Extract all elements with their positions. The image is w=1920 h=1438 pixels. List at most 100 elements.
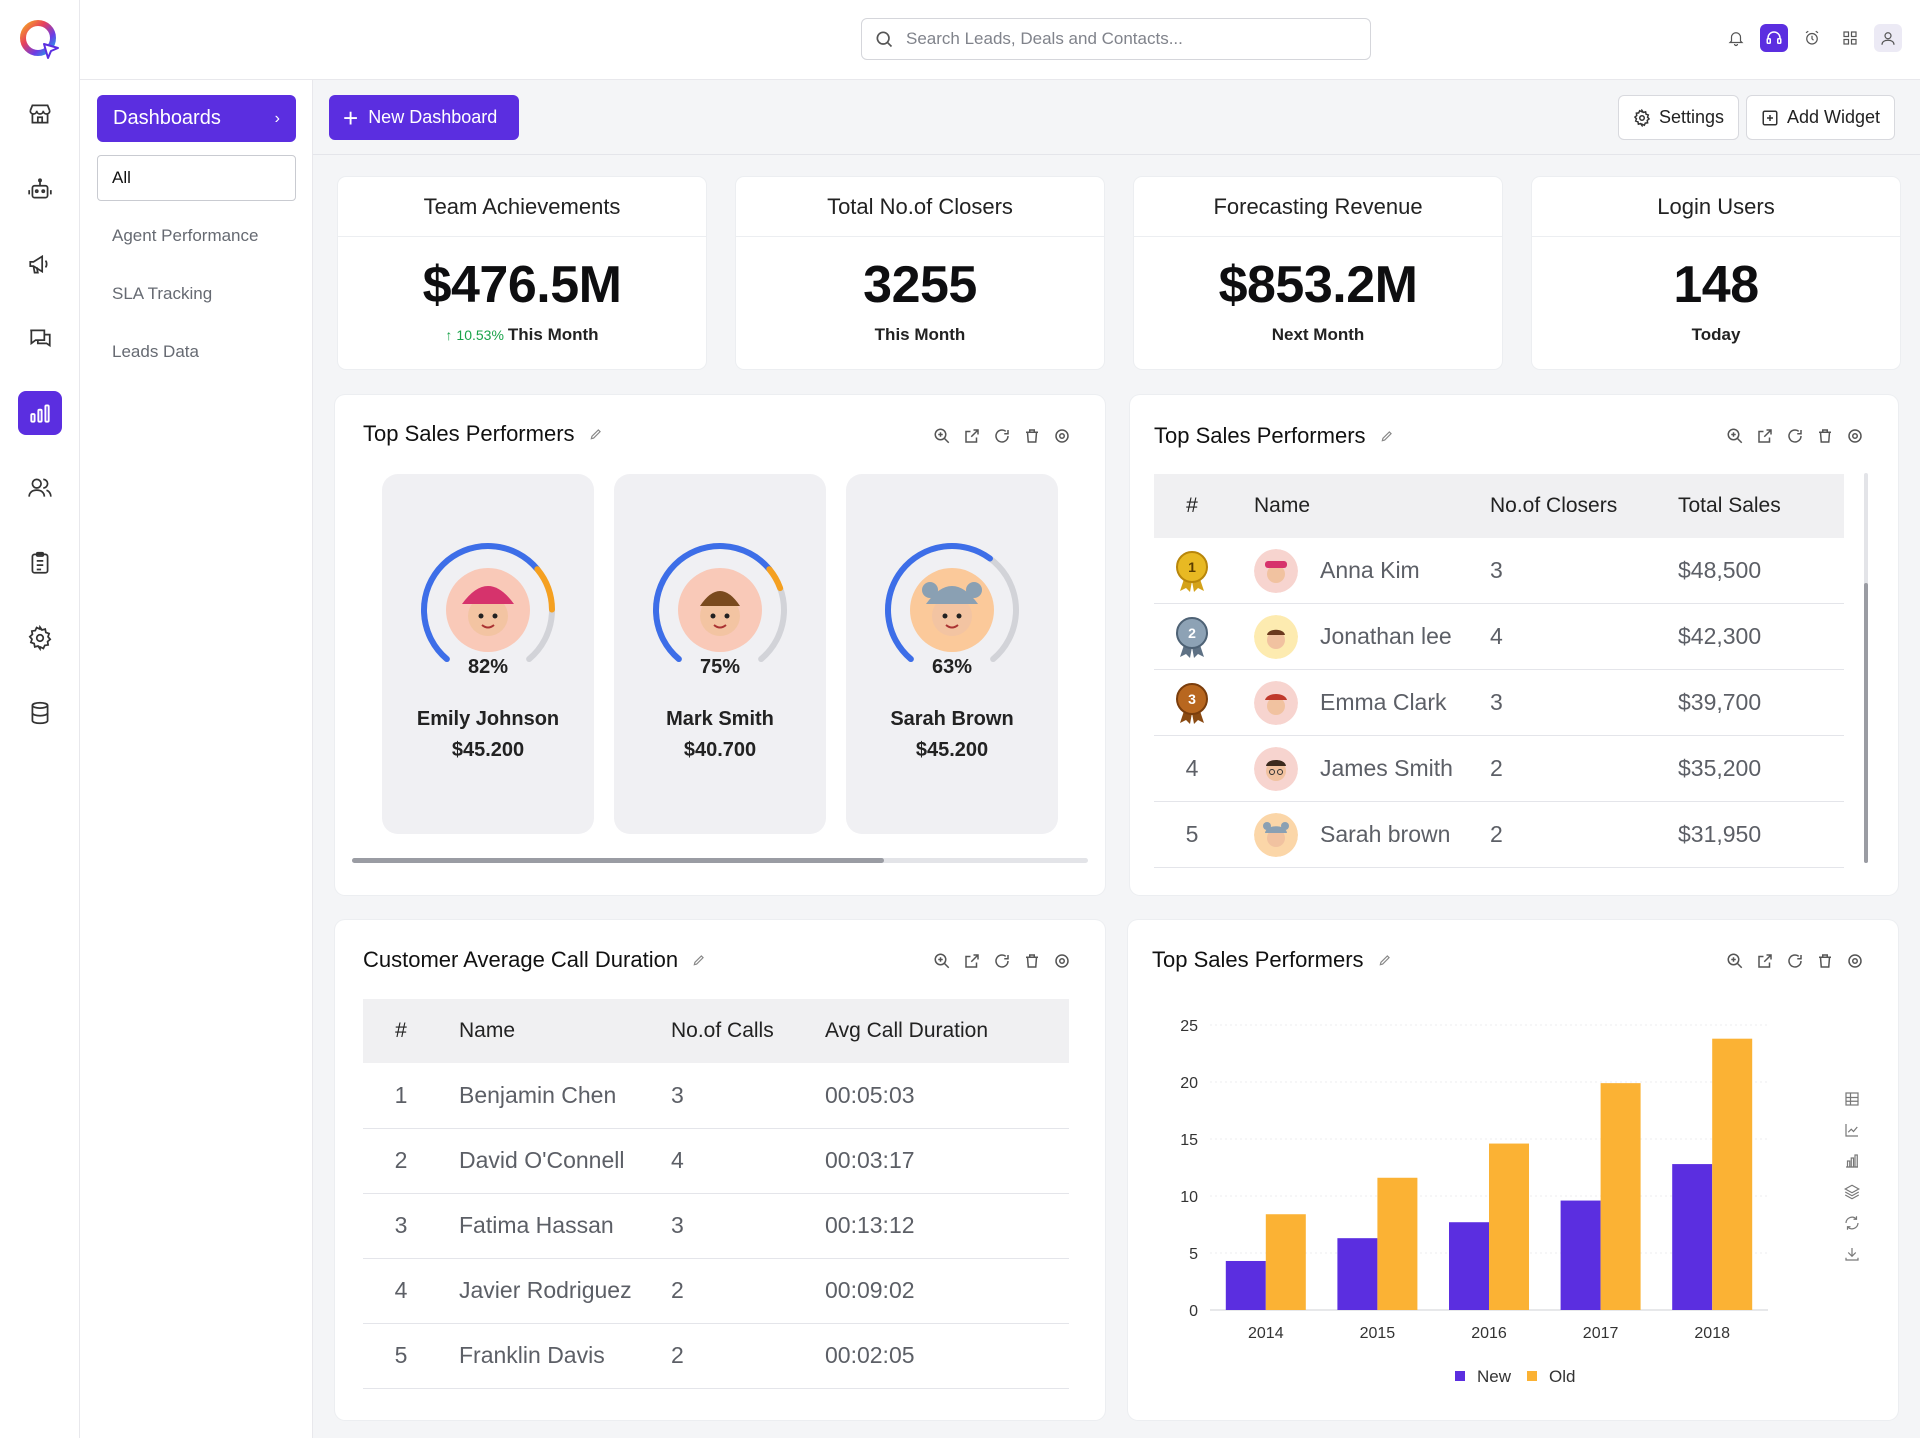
rank-cell: 5: [363, 1323, 439, 1389]
scrollbar-thumb[interactable]: [352, 858, 884, 863]
analytics-icon[interactable]: [18, 391, 62, 435]
table-row[interactable]: 3 Fatima Hassan 3 00:13:12: [363, 1193, 1069, 1259]
performer-card[interactable]: 63% Sarah Brown $45.200: [846, 474, 1058, 834]
column-header[interactable]: #: [363, 999, 439, 1063]
store-icon[interactable]: [18, 92, 62, 136]
gear-icon[interactable]: [1053, 427, 1071, 445]
new-dashboard-button[interactable]: + New Dashboard: [329, 95, 519, 140]
bar-new[interactable]: [1337, 1238, 1378, 1310]
scrollbar-thumb[interactable]: [1864, 583, 1868, 863]
database-icon[interactable]: [18, 691, 62, 735]
settings-button[interactable]: Settings: [1618, 95, 1740, 140]
column-header[interactable]: Avg Call Duration: [811, 999, 1069, 1063]
clipboard-icon[interactable]: [18, 541, 62, 585]
bell-icon[interactable]: [1722, 24, 1750, 52]
table-row[interactable]: 1 Anna Kim 3 $48,500: [1154, 538, 1844, 604]
chat-icon[interactable]: [18, 317, 62, 361]
sidebar-item-agent-performance[interactable]: Agent Performance: [112, 226, 259, 245]
bar-old[interactable]: [1712, 1038, 1753, 1310]
users-icon[interactable]: [18, 466, 62, 510]
performer-card[interactable]: 82% Emily Johnson $45.200: [382, 474, 594, 834]
column-header[interactable]: #: [1154, 474, 1230, 538]
bar-old[interactable]: [1489, 1143, 1529, 1310]
restore-icon[interactable]: [1843, 1214, 1861, 1232]
avatar: [1254, 746, 1298, 791]
zoom-in-icon[interactable]: [933, 952, 951, 970]
bar-new[interactable]: [1672, 1164, 1713, 1310]
trash-icon[interactable]: [1816, 427, 1834, 445]
refresh-icon[interactable]: [1786, 952, 1804, 970]
bar-old[interactable]: [1600, 1083, 1641, 1310]
alarm-clock-icon[interactable]: [1798, 24, 1826, 52]
bar-new[interactable]: [1449, 1222, 1489, 1310]
table-row[interactable]: 5 Franklin Davis 2 00:02:05: [363, 1323, 1069, 1389]
edit-pencil-icon[interactable]: [1380, 429, 1394, 443]
trash-icon[interactable]: [1816, 952, 1834, 970]
column-header[interactable]: Name: [439, 999, 657, 1063]
row-name: Anna Kim: [1320, 557, 1420, 583]
performer-card[interactable]: 75% Mark Smith $40.700: [614, 474, 826, 834]
column-header[interactable]: No.of Closers: [1476, 474, 1664, 538]
table-row[interactable]: 5 Sarah brown 2 $31,950: [1154, 801, 1844, 868]
trash-icon[interactable]: [1023, 952, 1041, 970]
edit-pencil-icon[interactable]: [1378, 953, 1392, 967]
column-header[interactable]: No.of Calls: [657, 999, 811, 1063]
bar-new[interactable]: [1225, 1260, 1266, 1310]
gear-icon[interactable]: [1846, 427, 1864, 445]
external-link-icon[interactable]: [1756, 952, 1774, 970]
refresh-icon[interactable]: [1786, 427, 1804, 445]
table-row[interactable]: 3 Emma Clark 3 $39,700: [1154, 669, 1844, 736]
global-search[interactable]: [861, 18, 1371, 60]
data-view-icon[interactable]: [1843, 1090, 1861, 1108]
performer-name: Emily Johnson: [416, 708, 560, 730]
legend-label[interactable]: New: [1477, 1367, 1512, 1386]
apps-grid-icon[interactable]: [1836, 24, 1864, 52]
external-link-icon[interactable]: [963, 427, 981, 445]
name-cell: Benjamin Chen: [439, 1063, 657, 1129]
legend-label[interactable]: Old: [1549, 1367, 1575, 1386]
app-logo-icon[interactable]: [18, 18, 62, 62]
search-input[interactable]: [906, 29, 1346, 49]
bar-chart-icon[interactable]: [1843, 1152, 1861, 1170]
bar-old[interactable]: [1377, 1177, 1418, 1310]
kpi-title: Login Users: [1532, 177, 1900, 237]
table-row[interactable]: 4 James Smith 2 $35,200: [1154, 735, 1844, 802]
svg-text:3: 3: [1188, 691, 1196, 707]
stack-layers-icon[interactable]: [1843, 1183, 1861, 1201]
bar-new[interactable]: [1560, 1200, 1601, 1310]
refresh-icon[interactable]: [993, 427, 1011, 445]
column-header[interactable]: Total Sales: [1664, 474, 1844, 538]
name-cell: Jonathan lee: [1230, 603, 1476, 670]
trash-icon[interactable]: [1023, 427, 1041, 445]
line-chart-icon[interactable]: [1843, 1121, 1861, 1139]
gear-icon[interactable]: [18, 616, 62, 660]
download-icon[interactable]: [1843, 1245, 1861, 1263]
zoom-in-icon[interactable]: [1726, 427, 1744, 445]
user-avatar-icon[interactable]: [1874, 24, 1902, 52]
horizontal-scrollbar[interactable]: [352, 858, 1088, 863]
edit-pencil-icon[interactable]: [692, 953, 706, 967]
refresh-icon[interactable]: [993, 952, 1011, 970]
external-link-icon[interactable]: [963, 952, 981, 970]
table-row[interactable]: 2 Jonathan lee 4 $42,300: [1154, 603, 1844, 670]
zoom-in-icon[interactable]: [1726, 952, 1744, 970]
table-row[interactable]: 4 Javier Rodriguez 2 00:09:02: [363, 1258, 1069, 1324]
dashboards-menu-button[interactable]: Dashboards ›: [97, 95, 296, 142]
zoom-in-icon[interactable]: [933, 427, 951, 445]
sidebar-item-sla-tracking[interactable]: SLA Tracking: [112, 284, 213, 303]
headset-icon[interactable]: [1760, 24, 1788, 52]
bot-icon[interactable]: [18, 167, 62, 211]
edit-pencil-icon[interactable]: [589, 427, 603, 441]
table-row[interactable]: 1 Benjamin Chen 3 00:05:03: [363, 1063, 1069, 1129]
external-link-icon[interactable]: [1756, 427, 1774, 445]
sidebar-item-leads-data[interactable]: Leads Data: [112, 342, 199, 361]
megaphone-icon[interactable]: [18, 242, 62, 286]
sidebar-item-all[interactable]: All: [97, 155, 296, 201]
table-row[interactable]: 2 David O'Connell 4 00:03:17: [363, 1128, 1069, 1194]
gear-icon[interactable]: [1846, 952, 1864, 970]
column-header[interactable]: Name: [1230, 474, 1476, 538]
add-widget-button[interactable]: Add Widget: [1746, 95, 1896, 140]
vertical-scrollbar[interactable]: [1864, 473, 1868, 863]
bar-old[interactable]: [1265, 1214, 1306, 1310]
gear-icon[interactable]: [1053, 952, 1071, 970]
